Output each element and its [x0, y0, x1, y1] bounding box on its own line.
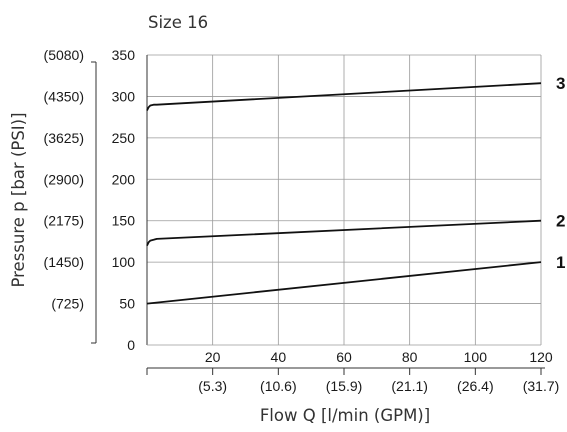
y-secondary-tick-label: (725)	[51, 296, 84, 312]
series-lines	[146, 82, 542, 305]
x-secondary-tick-label: (26.4)	[457, 378, 494, 394]
y-axis-secondary-ticks: (725) (1450) (2175) (2900) (3625) (4350) (5080…	[44, 47, 84, 312]
series-label-1: 1	[556, 253, 565, 272]
x-secondary-tick-label: (10.6)	[260, 378, 297, 394]
y-tick-label: 150	[112, 213, 136, 229]
x-axis-title: Flow Q [l/min (GPM)]	[260, 406, 430, 425]
series-line-2	[146, 219, 542, 246]
x-tick-label: 80	[402, 349, 418, 365]
y-tick-label: 250	[112, 130, 136, 146]
y-secondary-tick-label: (4350)	[44, 88, 84, 104]
series-label-2: 2	[556, 212, 565, 231]
y-secondary-tick-label: (2900)	[44, 171, 84, 187]
y-tick-label: 100	[112, 254, 136, 270]
y-axis-ticks: 0 50 100 150 200 250 300 350	[112, 47, 136, 353]
series-labels: 1 2 3	[556, 74, 565, 272]
y-secondary-tick-label: (3625)	[44, 130, 84, 146]
y-tick-label: 0	[127, 337, 135, 353]
y-tick-label: 300	[112, 88, 136, 104]
plot-grid	[91, 54, 545, 375]
x-secondary-tick-label: (15.9)	[326, 378, 363, 394]
x-tick-label: 100	[464, 349, 488, 365]
x-tick-label: 40	[271, 349, 287, 365]
y-tick-label: 200	[112, 171, 136, 187]
x-secondary-tick-label: (5.3)	[198, 378, 227, 394]
x-tick-label: 60	[336, 349, 352, 365]
y-secondary-tick-label: (1450)	[44, 254, 84, 270]
x-axis-ticks: 20 40 60 80 100 120	[205, 349, 553, 365]
y-tick-label: 350	[112, 47, 136, 63]
series-line-3	[146, 82, 542, 111]
x-tick-label: 120	[529, 349, 553, 365]
y-tick-label: 50	[119, 296, 135, 312]
y-axis-title: Pressure p [bar (PSI)]	[9, 112, 28, 287]
chart-title: Size 16	[148, 13, 208, 32]
y-secondary-tick-label: (5080)	[44, 47, 84, 63]
y-secondary-tick-label: (2175)	[44, 213, 84, 229]
x-tick-label: 20	[205, 349, 221, 365]
x-axis-secondary-ticks: (5.3) (10.6) (15.9) (21.1) (26.4) (31.7)	[198, 378, 559, 394]
series-label-3: 3	[556, 74, 565, 93]
x-secondary-tick-label: (31.7)	[523, 378, 560, 394]
series-line-1	[146, 261, 542, 305]
x-secondary-tick-label: (21.1)	[391, 378, 428, 394]
